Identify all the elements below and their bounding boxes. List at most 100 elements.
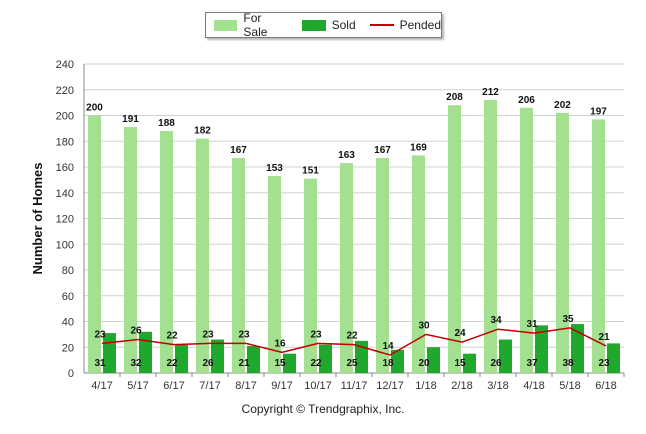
bar-for-sale [376,157,389,373]
bar-for-sale [232,157,245,373]
pended-data-label: 30 [418,320,430,331]
y-tick-label: 200 [56,111,74,123]
sold-data-label: 21 [238,358,250,369]
bar-sold [571,324,584,373]
bar-for-sale [196,138,209,373]
sold-data-label: 23 [598,358,610,369]
bar-sold [319,344,332,373]
y-tick-label: 160 [56,162,74,174]
x-tick-label: 8/17 [235,380,256,392]
x-tick-label: 4/18 [523,380,544,392]
for-sale-data-label: 169 [410,142,427,153]
bar-sold [535,325,548,373]
sold-data-label: 22 [310,358,322,369]
x-tick-label: 12/17 [376,380,404,392]
x-tick-label: 5/18 [559,380,580,392]
legend-item-pended: Pended [369,18,441,32]
bar-sold [283,353,296,373]
sold-data-label: 22 [166,358,178,369]
pended-data-label: 14 [382,341,394,352]
y-tick-label: 140 [56,188,74,200]
bar-for-sale [520,107,533,374]
bar-sold [247,345,260,373]
y-tick-label: 180 [56,136,74,148]
y-tick-label: 220 [56,85,74,97]
for-sale-data-label: 208 [446,92,463,103]
pended-line [101,327,607,356]
bar-for-sale [88,115,101,373]
legend-swatch-pended [369,24,394,26]
for-sale-data-label: 167 [374,145,391,156]
bar-sold [499,339,512,373]
pended-data-label: 22 [346,331,358,342]
bar-for-sale [592,119,605,373]
pended-data-label: 24 [454,328,466,339]
x-tick-label: 1/18 [415,380,436,392]
bar-for-sale [448,105,461,373]
for-sale-data-label: 188 [158,118,175,129]
legend-swatch-sold [301,19,326,31]
sold-data-label: 37 [526,358,538,369]
sold-data-label: 18 [382,358,394,369]
y-tick-label: 80 [62,265,74,277]
pended-data-label: 21 [598,332,610,343]
bar-for-sale [412,155,425,373]
legend-label-pended: Pended [399,18,441,32]
sold-data-label: 15 [454,358,466,369]
pended-data-label: 22 [166,331,178,342]
for-sale-data-label: 200 [86,103,103,114]
bar-for-sale [484,100,497,374]
legend-item-sold: Sold [301,18,356,32]
y-tick-label: 40 [62,317,74,329]
pended-data-label: 23 [310,329,322,340]
bar-for-sale [160,130,173,373]
x-tick-label: 9/17 [271,380,292,392]
copyright-footer: Copyright © Trendgraphix, Inc. [241,402,405,416]
x-tick-label: 4/17 [91,380,112,392]
for-sale-data-label: 182 [194,126,211,137]
bar-sold [607,343,620,373]
y-tick-label: 0 [68,368,74,380]
legend: For Sale Sold Pended [205,11,442,39]
legend-item-for-sale: For Sale [214,11,288,39]
legend-label-for-sale: For Sale [243,11,268,39]
bar-for-sale [124,127,137,374]
for-sale-data-label: 202 [554,100,571,111]
y-tick-label: 60 [62,291,74,303]
sold-data-label: 20 [418,358,430,369]
y-tick-label: 240 [56,59,74,71]
x-tick-label: 2/18 [451,380,472,392]
sold-data-label: 15 [274,358,286,369]
pended-data-label: 35 [562,314,574,325]
x-tick-label: 10/17 [304,380,332,392]
bar-for-sale [340,163,353,373]
legend-label-sold: Sold [331,18,356,32]
pended-data-label: 23 [202,329,214,340]
for-sale-data-label: 197 [590,106,607,117]
y-tick-label: 120 [56,214,74,226]
for-sale-data-label: 212 [482,87,499,98]
sold-data-label: 25 [346,358,358,369]
bar-for-sale [268,176,281,373]
pended-data-label: 23 [94,329,106,340]
sold-data-label: 26 [202,358,214,369]
pended-data-label: 16 [274,338,286,349]
for-sale-data-label: 153 [266,163,283,174]
bar-sold [139,331,152,373]
sold-data-label: 38 [562,358,574,369]
bar-sold [427,347,440,373]
for-sale-data-label: 167 [230,145,247,156]
bar-sold [175,344,188,373]
pended-data-label: 31 [526,319,538,330]
sold-data-label: 31 [94,358,106,369]
bar-for-sale [304,178,317,373]
pended-data-label: 23 [238,329,250,340]
x-tick-label: 7/17 [199,380,220,392]
bar-sold [391,349,404,373]
bar-sold [355,340,368,373]
sold-data-label: 26 [490,358,502,369]
x-tick-label: 3/18 [487,380,508,392]
x-tick-label: 6/17 [163,380,184,392]
x-tick-label: 5/17 [127,380,148,392]
